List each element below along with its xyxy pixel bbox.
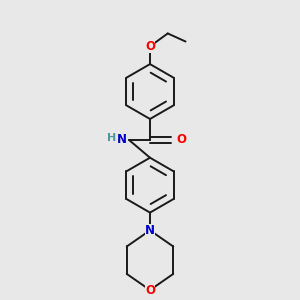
Text: O: O xyxy=(145,284,155,297)
Text: N: N xyxy=(117,134,127,146)
Text: O: O xyxy=(145,40,155,53)
Text: N: N xyxy=(145,224,155,237)
Text: O: O xyxy=(177,134,187,146)
Text: H: H xyxy=(106,133,116,143)
